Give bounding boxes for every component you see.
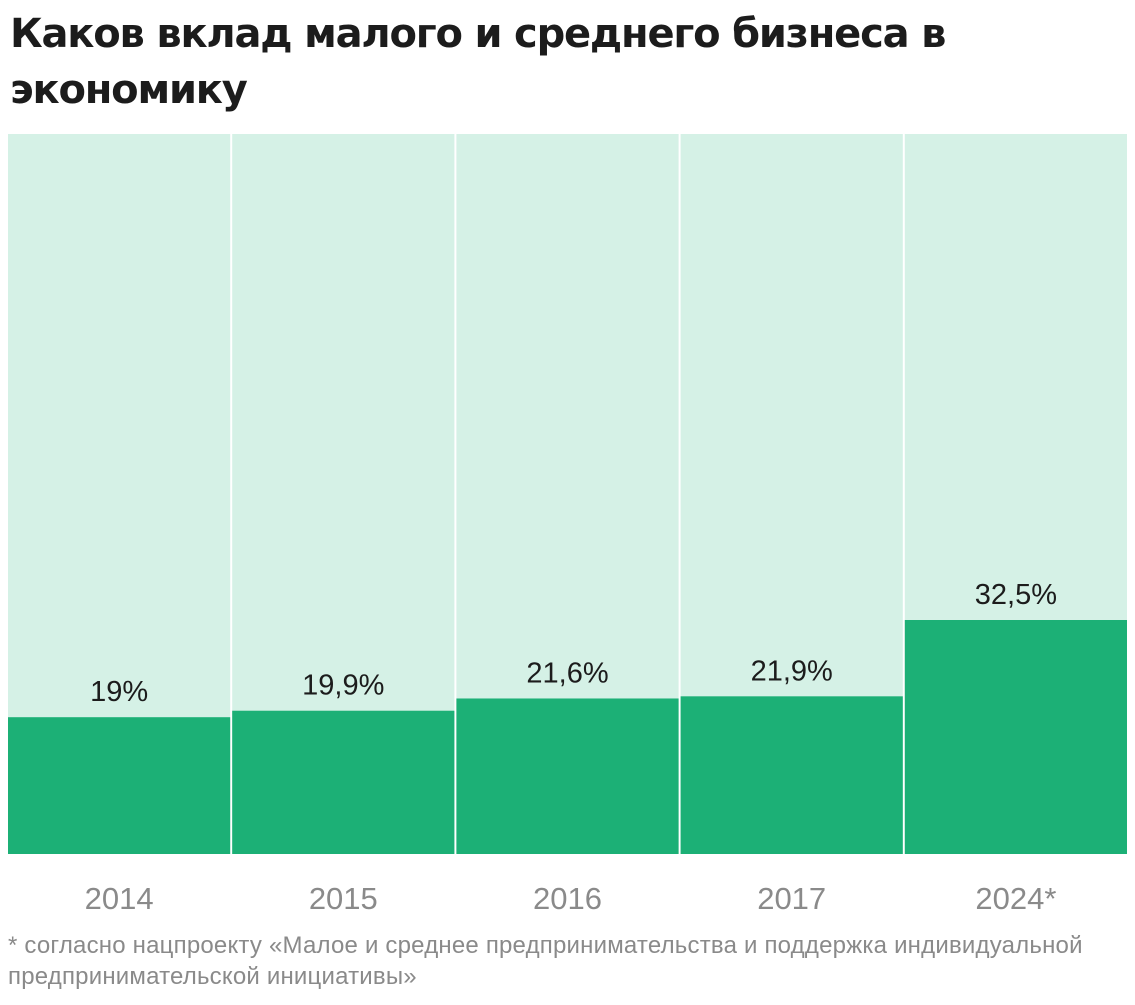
x-tick-label: 2024* (975, 881, 1056, 916)
bar-2017 (680, 696, 903, 854)
x-tick-label: 2014 (85, 881, 154, 916)
chart-title: Каков вклад малого и среднего бизнеса в … (10, 11, 946, 113)
data-label: 19% (90, 676, 148, 708)
bar-2014 (8, 717, 231, 854)
footnote: * согласно нацпроекту «Малое и среднее п… (8, 932, 1083, 990)
bar-2016 (456, 698, 679, 854)
data-label: 21,9% (751, 655, 833, 687)
data-label: 21,6% (526, 657, 608, 689)
x-tick-label: 2015 (309, 881, 378, 916)
data-label: 19,9% (302, 670, 384, 702)
x-tick-label: 2016 (533, 881, 602, 916)
bar-2015 (232, 710, 455, 854)
bar-2024 (904, 620, 1127, 854)
x-tick-label: 2017 (757, 881, 826, 916)
data-label: 32,5% (975, 579, 1057, 611)
